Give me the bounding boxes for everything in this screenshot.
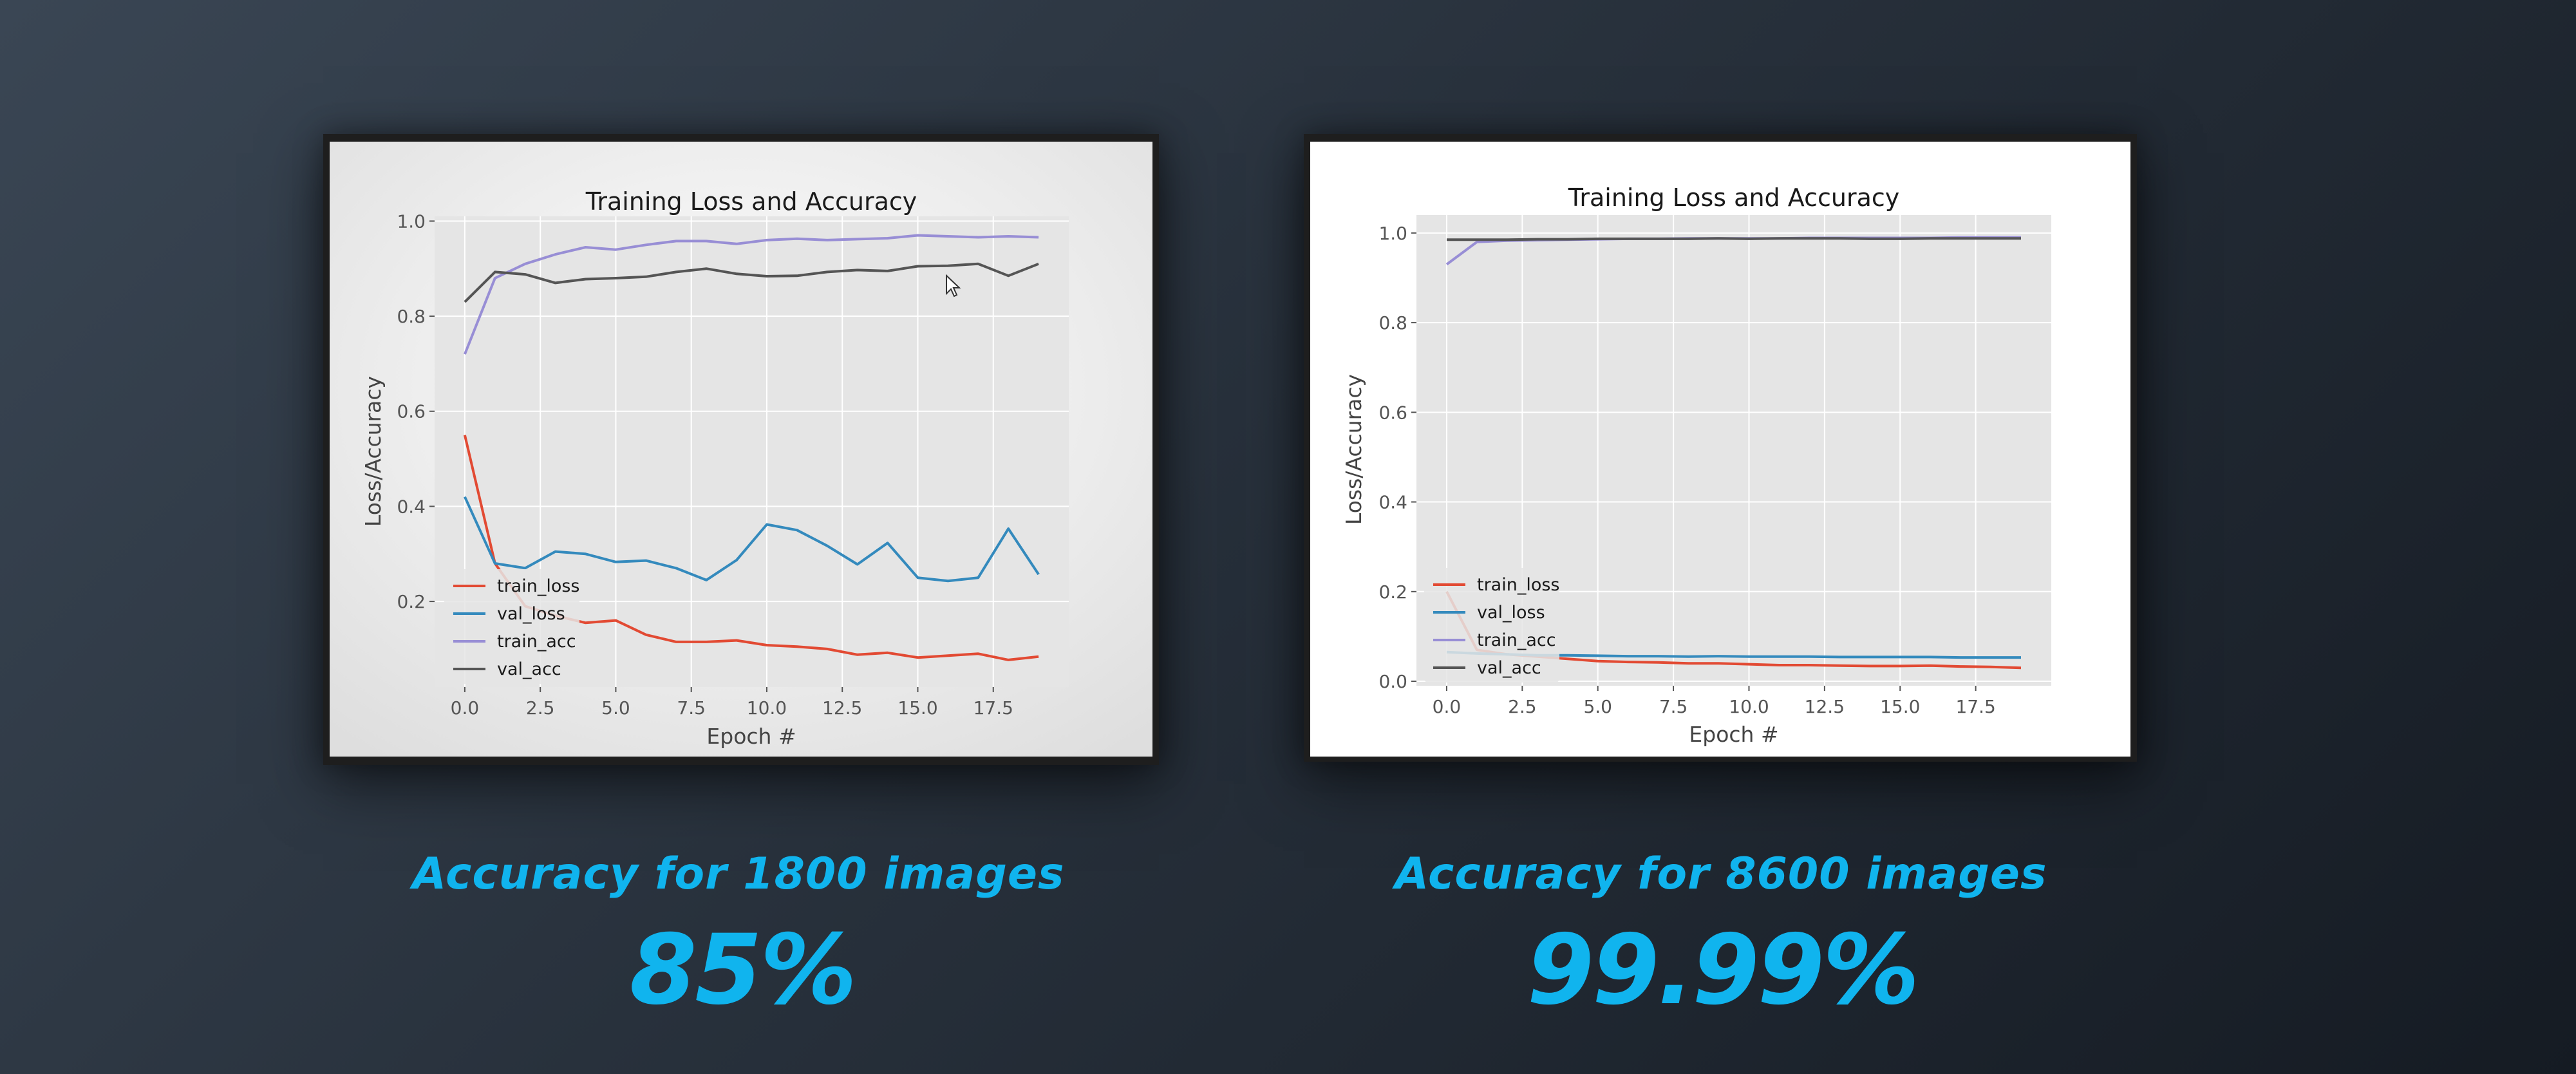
cursor-icon <box>946 274 961 297</box>
caption-1800-images: Accuracy for 1800 images <box>412 849 1065 900</box>
legend-label-train_acc: train_acc <box>1477 630 1556 650</box>
chart-title: Training Loss and Accuracy <box>585 187 917 216</box>
y-tick-label: 0.2 <box>1378 581 1407 603</box>
legend-label-val_loss: val_loss <box>497 604 565 624</box>
x-tick-label: 2.5 <box>526 697 555 719</box>
x-tick-label: 7.5 <box>677 697 706 719</box>
y-tick-label: 1.0 <box>397 211 426 232</box>
x-tick-label: 0.0 <box>451 697 480 719</box>
chart-panel-8600: 0.0 2.5 5.0 7.5 10.0 12.5 15.0 17.5 0.0 0.2 0.4 0.6… <box>1304 134 2137 762</box>
y-tick-label: 0.8 <box>397 306 426 327</box>
x-tick-label: 10.0 <box>1729 696 1769 717</box>
y-tick-label: 1.0 <box>1378 223 1407 244</box>
training-chart-1800: 0.0 2.5 5.0 7.5 10.0 12.5 15.0 17.5 0.2 0.4 0.6 0.8… <box>330 142 1152 757</box>
x-tick-label: 2.5 <box>1508 696 1537 717</box>
chart-panel-1800: 0.0 2.5 5.0 7.5 10.0 12.5 15.0 17.5 0.2 0.4 0.6 0.8… <box>323 134 1159 765</box>
series-line-train_acc <box>464 234 1039 355</box>
x-tick-label: 10.0 <box>747 697 787 719</box>
x-tick-label: 0.0 <box>1433 696 1462 717</box>
caption-8600-images: Accuracy for 8600 images <box>1395 849 2047 900</box>
x-axis-label: Epoch # <box>706 724 796 749</box>
y-axis-label: Loss/Accuracy <box>361 376 386 527</box>
y-tick-label: 0.8 <box>1378 312 1407 334</box>
x-tick-label: 17.5 <box>973 697 1013 719</box>
series-line-val_acc <box>1447 237 2021 241</box>
x-tick-label: 15.0 <box>898 697 937 719</box>
legend-label-train_loss: train_loss <box>1477 575 1560 595</box>
series-line-val_acc <box>464 262 1039 303</box>
legend-box <box>444 569 579 684</box>
legend-label-val_loss: val_loss <box>1477 603 1545 623</box>
legend-label-train_loss: train_loss <box>497 576 580 596</box>
y-tick-label: 0.2 <box>397 591 426 612</box>
x-tick-label: 7.5 <box>1659 696 1688 717</box>
x-tick-label: 17.5 <box>1955 696 1995 717</box>
x-tick-label: 12.5 <box>1805 696 1845 717</box>
y-tick-label: 0.4 <box>397 496 426 517</box>
x-tick-label: 5.0 <box>1583 696 1612 717</box>
x-tick-label: 15.0 <box>1880 696 1920 717</box>
y-tick-label: 0.6 <box>397 401 426 422</box>
legend-label-val_acc: val_acc <box>1477 658 1541 678</box>
y-tick-label: 0.6 <box>1378 402 1407 423</box>
accuracy-value-1800: 85% <box>629 914 857 1026</box>
y-tick-label: 0.4 <box>1378 492 1407 513</box>
legend-label-train_acc: train_acc <box>497 632 576 652</box>
training-chart-8600: 0.0 2.5 5.0 7.5 10.0 12.5 15.0 17.5 0.0 0.2 0.4 0.6… <box>1310 142 2130 757</box>
y-axis-label: Loss/Accuracy <box>1341 374 1366 525</box>
chart-title: Training Loss and Accuracy <box>1568 184 1900 212</box>
x-axis-label: Epoch # <box>1689 722 1778 747</box>
x-tick-label: 5.0 <box>601 697 630 719</box>
series-line-val_loss <box>464 496 1040 583</box>
legend-box <box>1424 568 1559 683</box>
x-tick-label: 12.5 <box>822 697 862 719</box>
y-tick-label: 0.0 <box>1378 671 1407 692</box>
legend-label-val_acc: val_acc <box>497 659 561 679</box>
accuracy-value-8600: 99.99% <box>1527 914 1920 1026</box>
